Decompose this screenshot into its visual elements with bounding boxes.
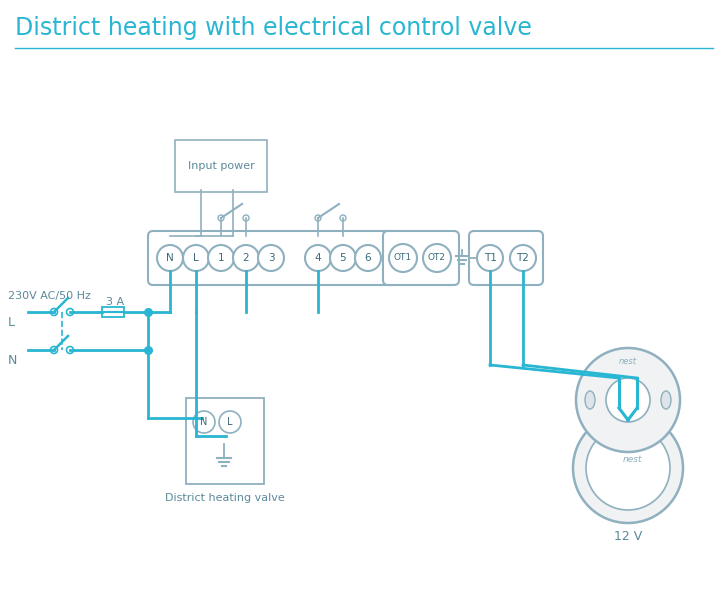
Circle shape xyxy=(573,413,683,523)
Text: T2: T2 xyxy=(517,253,529,263)
Text: L: L xyxy=(193,253,199,263)
Text: 3: 3 xyxy=(268,253,274,263)
Circle shape xyxy=(423,244,451,272)
Text: 1: 1 xyxy=(218,253,224,263)
Text: District heating valve: District heating valve xyxy=(165,493,285,503)
Text: Input power: Input power xyxy=(188,161,254,171)
Circle shape xyxy=(218,215,224,221)
Text: N: N xyxy=(200,417,207,427)
Circle shape xyxy=(586,426,670,510)
Text: 12 V: 12 V xyxy=(614,529,642,542)
Circle shape xyxy=(389,244,417,272)
Circle shape xyxy=(157,245,183,271)
Circle shape xyxy=(355,245,381,271)
Text: L: L xyxy=(8,315,15,328)
Ellipse shape xyxy=(585,391,595,409)
FancyBboxPatch shape xyxy=(383,231,459,285)
Circle shape xyxy=(258,245,284,271)
Text: 6: 6 xyxy=(365,253,371,263)
Text: nest: nest xyxy=(622,456,642,465)
Text: 3 A: 3 A xyxy=(106,297,124,307)
Circle shape xyxy=(193,411,215,433)
Circle shape xyxy=(66,308,74,315)
Text: N: N xyxy=(8,353,17,366)
FancyBboxPatch shape xyxy=(469,231,543,285)
Text: nest: nest xyxy=(619,358,637,366)
Text: 2: 2 xyxy=(242,253,249,263)
Circle shape xyxy=(340,215,346,221)
Text: District heating with electrical control valve: District heating with electrical control… xyxy=(15,16,532,40)
Circle shape xyxy=(477,245,503,271)
FancyBboxPatch shape xyxy=(102,307,124,317)
Text: T1: T1 xyxy=(483,253,496,263)
Circle shape xyxy=(315,215,321,221)
Circle shape xyxy=(208,245,234,271)
Circle shape xyxy=(243,215,249,221)
Circle shape xyxy=(330,245,356,271)
FancyBboxPatch shape xyxy=(175,140,267,192)
Text: 4: 4 xyxy=(314,253,321,263)
Text: N: N xyxy=(166,253,174,263)
Circle shape xyxy=(305,245,331,271)
Circle shape xyxy=(233,245,259,271)
Circle shape xyxy=(510,245,536,271)
FancyBboxPatch shape xyxy=(186,398,264,484)
Ellipse shape xyxy=(661,391,671,409)
FancyBboxPatch shape xyxy=(148,231,398,285)
Circle shape xyxy=(576,348,680,452)
Circle shape xyxy=(66,346,74,353)
Circle shape xyxy=(219,411,241,433)
Text: 5: 5 xyxy=(340,253,347,263)
Text: OT1: OT1 xyxy=(394,254,412,263)
Circle shape xyxy=(50,308,58,315)
Circle shape xyxy=(183,245,209,271)
Text: 230V AC/50 Hz: 230V AC/50 Hz xyxy=(8,291,91,301)
Text: OT2: OT2 xyxy=(428,254,446,263)
Text: L: L xyxy=(227,417,233,427)
Circle shape xyxy=(50,346,58,353)
Circle shape xyxy=(606,378,650,422)
